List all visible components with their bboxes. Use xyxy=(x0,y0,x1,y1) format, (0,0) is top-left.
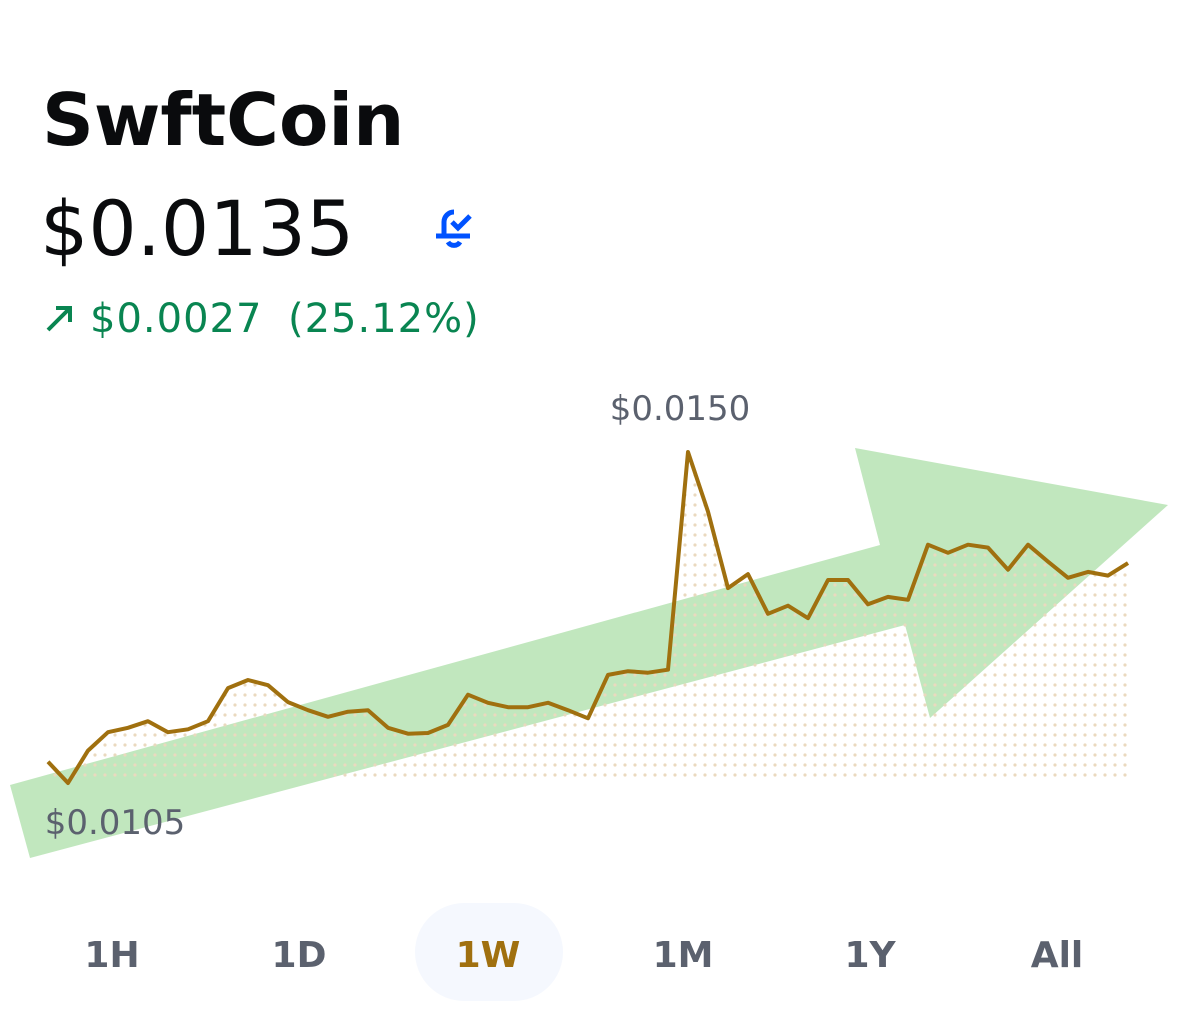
price: $0.0135 xyxy=(40,184,354,273)
alert-bell[interactable] xyxy=(436,209,472,248)
period-highlight xyxy=(415,903,563,1001)
change: $0.0027 xyxy=(90,296,262,342)
price-line xyxy=(46,450,1130,785)
period-button[interactable]: 1H xyxy=(84,935,139,976)
period-button[interactable]: 1D xyxy=(272,935,327,976)
period-button[interactable]: 1M xyxy=(653,935,714,976)
min-label: $0.0105 xyxy=(45,803,186,843)
price-area xyxy=(48,452,1128,783)
change-pct: (25.12%) xyxy=(288,296,480,342)
up-arrow xyxy=(46,306,72,332)
period-button[interactable]: 1W xyxy=(456,935,521,976)
period-button[interactable]: All xyxy=(1031,935,1084,976)
period-button[interactable]: 1Y xyxy=(844,935,896,976)
coin-title: SwftCoin xyxy=(42,78,404,162)
max-label: $0.0150 xyxy=(610,389,751,429)
